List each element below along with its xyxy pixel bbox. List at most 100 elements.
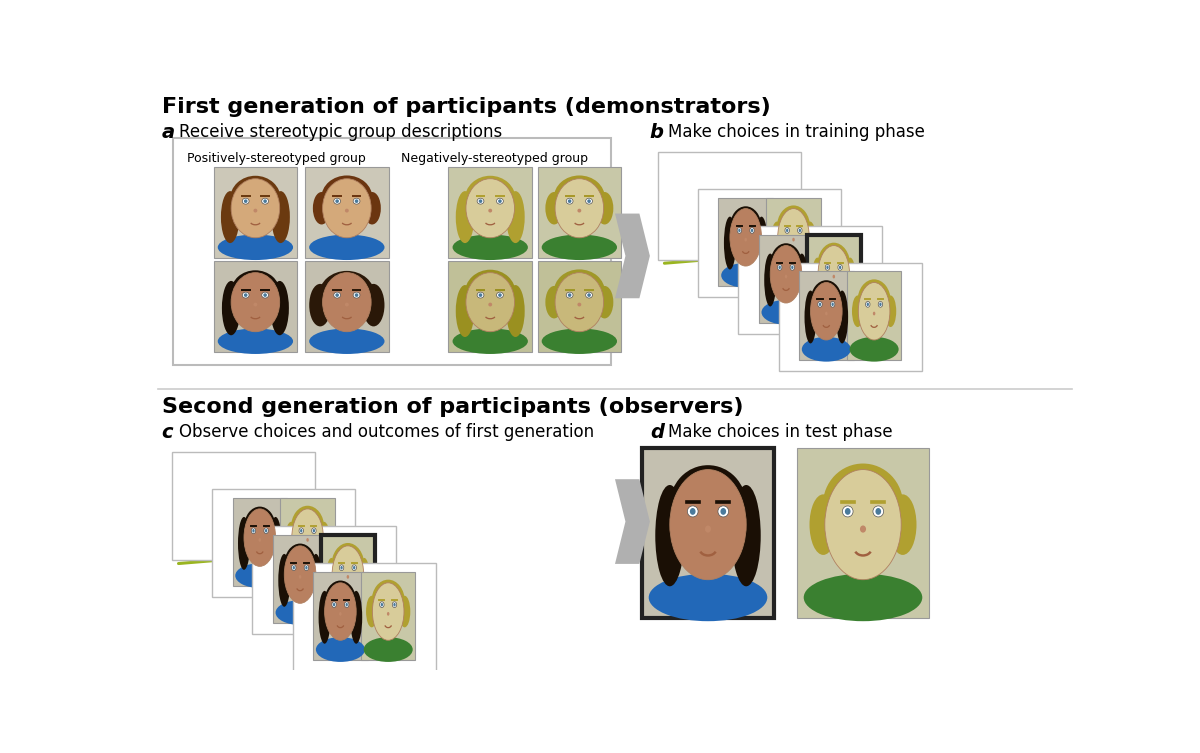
- Ellipse shape: [836, 291, 848, 343]
- Ellipse shape: [276, 600, 325, 625]
- Ellipse shape: [359, 558, 371, 608]
- Ellipse shape: [304, 565, 308, 571]
- Bar: [779, 263, 922, 370]
- Ellipse shape: [826, 312, 828, 316]
- Ellipse shape: [876, 508, 881, 515]
- Ellipse shape: [804, 574, 923, 621]
- Ellipse shape: [737, 227, 742, 233]
- Ellipse shape: [305, 566, 307, 569]
- Bar: [449, 167, 532, 258]
- Ellipse shape: [770, 243, 802, 285]
- Ellipse shape: [830, 301, 835, 307]
- Text: Shared 1: Shared 1: [352, 622, 392, 631]
- Ellipse shape: [545, 192, 563, 224]
- Ellipse shape: [319, 271, 374, 319]
- Ellipse shape: [845, 508, 851, 515]
- Ellipse shape: [346, 603, 348, 606]
- Ellipse shape: [732, 485, 761, 587]
- Ellipse shape: [344, 303, 349, 306]
- Ellipse shape: [232, 178, 280, 238]
- Ellipse shape: [344, 209, 349, 212]
- Ellipse shape: [810, 282, 842, 340]
- Ellipse shape: [324, 583, 356, 640]
- Ellipse shape: [340, 565, 343, 571]
- Ellipse shape: [704, 526, 712, 532]
- Ellipse shape: [286, 522, 296, 553]
- Ellipse shape: [362, 284, 384, 326]
- Ellipse shape: [545, 286, 563, 319]
- Ellipse shape: [810, 495, 838, 555]
- Ellipse shape: [464, 175, 516, 223]
- Ellipse shape: [498, 200, 502, 203]
- Ellipse shape: [283, 563, 332, 588]
- Ellipse shape: [380, 603, 383, 606]
- Bar: [642, 448, 774, 617]
- Ellipse shape: [242, 198, 250, 204]
- Ellipse shape: [827, 266, 829, 269]
- Ellipse shape: [730, 206, 762, 248]
- Ellipse shape: [284, 544, 316, 585]
- Text: Second generation of participants (observers): Second generation of participants (obser…: [162, 397, 743, 417]
- Ellipse shape: [506, 191, 524, 243]
- Ellipse shape: [556, 273, 604, 332]
- Ellipse shape: [262, 198, 269, 204]
- Ellipse shape: [826, 264, 829, 270]
- Ellipse shape: [253, 303, 257, 306]
- Ellipse shape: [244, 507, 276, 548]
- Ellipse shape: [366, 596, 378, 627]
- Ellipse shape: [568, 200, 571, 203]
- Ellipse shape: [217, 328, 293, 354]
- Bar: [797, 448, 929, 617]
- Ellipse shape: [221, 191, 239, 243]
- Ellipse shape: [263, 293, 266, 297]
- Ellipse shape: [270, 281, 289, 335]
- Ellipse shape: [299, 575, 301, 579]
- Ellipse shape: [818, 303, 821, 306]
- Ellipse shape: [230, 175, 281, 223]
- Ellipse shape: [355, 200, 359, 203]
- Text: Make choices in test phase: Make choices in test phase: [667, 423, 893, 441]
- Text: c: c: [162, 423, 173, 442]
- Ellipse shape: [577, 209, 581, 212]
- Bar: [449, 261, 532, 352]
- Ellipse shape: [724, 217, 736, 270]
- Ellipse shape: [833, 275, 835, 279]
- Ellipse shape: [497, 198, 503, 204]
- Ellipse shape: [670, 470, 746, 580]
- Ellipse shape: [776, 206, 810, 248]
- Ellipse shape: [566, 292, 574, 298]
- Ellipse shape: [884, 295, 896, 327]
- Bar: [173, 138, 611, 365]
- Ellipse shape: [332, 603, 335, 606]
- Bar: [320, 535, 376, 623]
- Ellipse shape: [823, 464, 904, 546]
- Ellipse shape: [310, 235, 384, 260]
- Ellipse shape: [730, 209, 762, 266]
- Ellipse shape: [811, 258, 823, 308]
- Ellipse shape: [364, 192, 380, 224]
- Ellipse shape: [838, 264, 842, 270]
- Ellipse shape: [316, 637, 365, 662]
- Ellipse shape: [751, 229, 754, 232]
- Ellipse shape: [865, 301, 870, 307]
- Ellipse shape: [655, 485, 684, 587]
- Ellipse shape: [278, 554, 290, 607]
- Ellipse shape: [456, 191, 474, 243]
- Ellipse shape: [244, 293, 247, 297]
- Ellipse shape: [222, 281, 240, 335]
- Ellipse shape: [340, 612, 342, 616]
- Ellipse shape: [718, 506, 728, 517]
- Ellipse shape: [232, 273, 280, 332]
- Ellipse shape: [772, 221, 782, 253]
- Ellipse shape: [290, 506, 324, 549]
- Ellipse shape: [353, 198, 360, 204]
- Ellipse shape: [335, 293, 338, 297]
- Ellipse shape: [785, 275, 787, 279]
- Bar: [799, 272, 853, 360]
- Ellipse shape: [350, 591, 362, 644]
- Ellipse shape: [217, 235, 293, 260]
- Ellipse shape: [799, 229, 802, 232]
- Ellipse shape: [796, 254, 808, 306]
- Ellipse shape: [251, 528, 256, 534]
- Ellipse shape: [242, 292, 250, 298]
